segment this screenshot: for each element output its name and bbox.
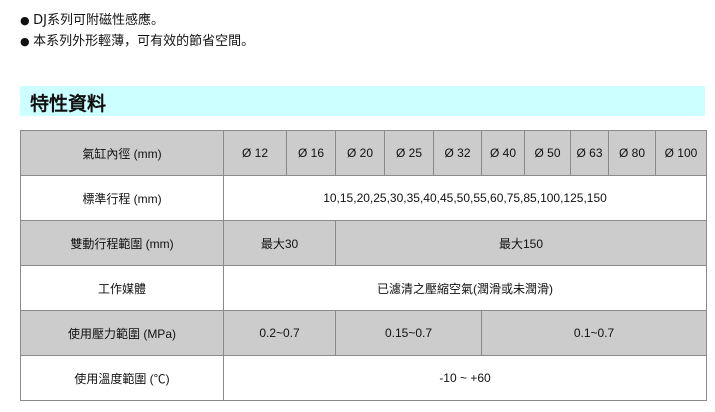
bore-cell: Ø 100 (655, 130, 707, 176)
bore-cell: Ø 80 (608, 130, 656, 176)
row-label: 氣缸內徑 (mm) (20, 130, 224, 176)
bore-cell: Ø 32 (433, 130, 482, 176)
table-row-double: 雙動行程範圍 (mm) 最大30 最大150 (20, 220, 707, 266)
row-label: 工作媒體 (20, 265, 224, 311)
bore-cell: Ø 12 (223, 130, 287, 176)
table-row-bore: 氣缸內徑 (mm) Ø 12 Ø 16 Ø 20 Ø 25 Ø 32 Ø 40 … (20, 130, 707, 176)
row-label: 使用溫度範圍 (℃) (20, 355, 224, 401)
spec-table: 氣缸內徑 (mm) Ø 12 Ø 16 Ø 20 Ø 25 Ø 32 Ø 40 … (20, 130, 707, 401)
pressure-value: 0.1~0.7 (481, 310, 707, 356)
stroke-value: 10,15,20,25,30,35,40,45,50,55,60,75,85,1… (223, 175, 707, 221)
table-row-pressure: 使用壓力範圍 (MPa) 0.2~0.7 0.15~0.7 0.1~0.7 (20, 310, 707, 356)
feature-list: DJ系列可附磁性感應。 本系列外形輕薄，可有效的節省空間。 (20, 10, 254, 52)
double-value: 最大30 (223, 220, 336, 266)
bore-cell: Ø 20 (335, 130, 385, 176)
bore-cell: Ø 40 (481, 130, 525, 176)
table-row-temp: 使用溫度範圍 (℃) -10 ~ +60 (20, 355, 707, 401)
row-label: 使用壓力範圍 (MPa) (20, 310, 224, 356)
feature-item: 本系列外形輕薄，可有效的節省空間。 (20, 31, 254, 52)
row-label: 標準行程 (mm) (20, 175, 224, 221)
table-row-stroke: 標準行程 (mm) 10,15,20,25,30,35,40,45,50,55,… (20, 175, 707, 221)
table-row-medium: 工作媒體 已濾清之壓縮空氣(潤滑或未潤滑) (20, 265, 707, 311)
section-title: 特性資料 (30, 93, 107, 115)
bore-cell: Ø 25 (384, 130, 434, 176)
double-value: 最大150 (335, 220, 707, 266)
pressure-value: 0.15~0.7 (335, 310, 482, 356)
feature-item: DJ系列可附磁性感應。 (20, 10, 254, 31)
section-heading: 特性資料 (20, 86, 705, 116)
bore-cell: Ø 16 (286, 130, 336, 176)
bore-cell: Ø 50 (524, 130, 571, 176)
medium-value: 已濾清之壓縮空氣(潤滑或未潤滑) (223, 265, 707, 311)
bore-cell: Ø 63 (570, 130, 609, 176)
row-label: 雙動行程範圍 (mm) (20, 220, 224, 266)
temp-value: -10 ~ +60 (223, 355, 707, 401)
pressure-value: 0.2~0.7 (223, 310, 336, 356)
